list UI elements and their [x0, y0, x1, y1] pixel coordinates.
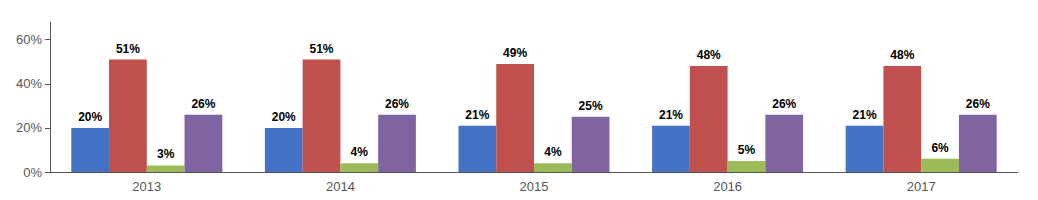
svg-text:60%: 60% — [16, 32, 42, 47]
svg-text:51%: 51% — [116, 42, 140, 56]
svg-text:20%: 20% — [272, 110, 296, 124]
svg-text:20%: 20% — [16, 120, 42, 135]
svg-text:2013: 2013 — [132, 179, 161, 194]
svg-text:6%: 6% — [931, 141, 949, 155]
svg-text:2015: 2015 — [520, 179, 549, 194]
svg-text:2016: 2016 — [713, 179, 742, 194]
svg-text:4%: 4% — [351, 145, 369, 159]
svg-text:0%: 0% — [23, 165, 42, 180]
svg-text:26%: 26% — [772, 97, 796, 111]
svg-text:3%: 3% — [157, 147, 175, 161]
svg-text:26%: 26% — [385, 97, 409, 111]
svg-text:40%: 40% — [16, 76, 42, 91]
svg-text:21%: 21% — [853, 108, 877, 122]
svg-text:21%: 21% — [659, 108, 683, 122]
svg-text:49%: 49% — [503, 46, 527, 60]
svg-text:48%: 48% — [697, 48, 721, 62]
svg-text:25%: 25% — [579, 99, 603, 113]
svg-text:48%: 48% — [890, 48, 914, 62]
svg-text:2017: 2017 — [907, 179, 936, 194]
svg-text:21%: 21% — [465, 108, 489, 122]
svg-text:4%: 4% — [544, 145, 562, 159]
svg-text:20%: 20% — [78, 110, 102, 124]
svg-text:26%: 26% — [191, 97, 215, 111]
svg-text:26%: 26% — [966, 97, 990, 111]
svg-text:2014: 2014 — [326, 179, 355, 194]
svg-text:5%: 5% — [738, 143, 756, 157]
svg-text:51%: 51% — [310, 42, 334, 56]
